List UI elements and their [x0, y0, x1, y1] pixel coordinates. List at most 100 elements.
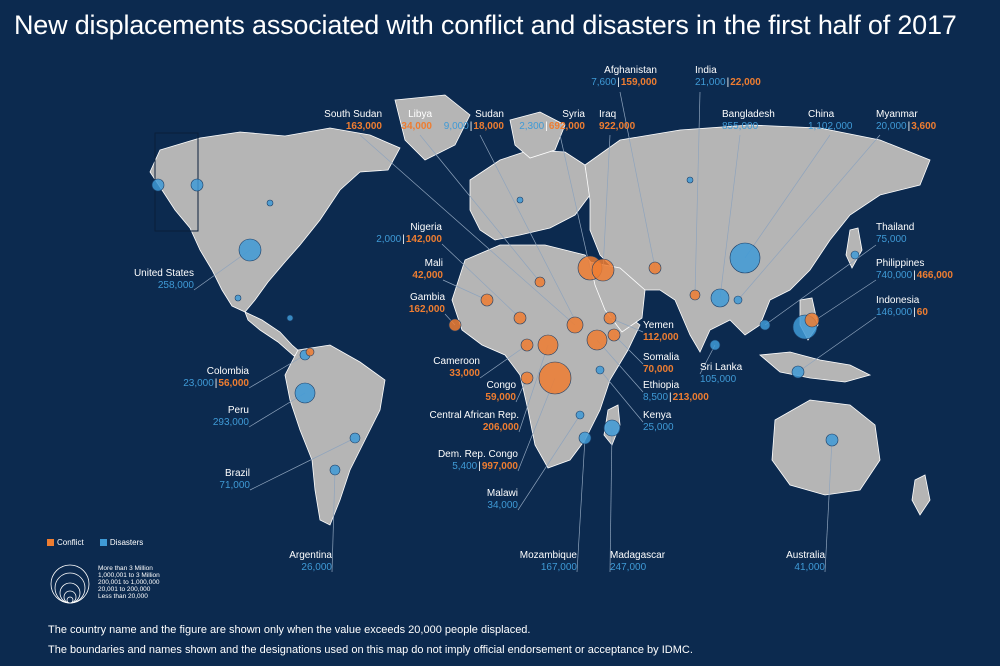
label-argentina: Argentina 26,000: [289, 550, 332, 573]
leader-china: [744, 134, 831, 259]
leader-mozambique: [576, 437, 586, 573]
indonesia-land: [759, 351, 872, 383]
leader-car: [518, 344, 549, 433]
leader-south-sudan: [359, 134, 576, 326]
size-key-2: 1,000,001 to 3 Million: [98, 572, 160, 579]
label-indonesia: Indonesia 146,000|60: [876, 295, 928, 318]
canada-bubble: [266, 199, 274, 207]
label-sudan: Sudan 9,000|18,000: [443, 109, 504, 132]
label-ethiopia: Ethiopia 8,500|213,000: [643, 380, 709, 403]
label-somalia: Somalia 70,000: [643, 352, 680, 375]
bubble-layer: [151, 176, 860, 476]
label-dem-rep-congo: Dem. Rep. Congo 5,400|997,000: [437, 449, 518, 472]
label-mali: Mali 42,000: [412, 258, 443, 281]
map-title: New displacements associated with confli…: [14, 10, 957, 40]
philippines-conflict-bubble: [804, 312, 820, 328]
size-key-1: More than 3 Million: [98, 565, 153, 572]
japan-land: [845, 227, 863, 269]
europe-bubble: [516, 196, 524, 204]
leader-kenya: [599, 369, 644, 423]
label-madagascar: Madagascar 247,000: [610, 550, 666, 573]
kenya-bubble: [595, 365, 605, 375]
iraq-bubble: [591, 258, 615, 282]
leader-bangladesh: [719, 134, 741, 299]
argentina-bubble: [329, 464, 341, 476]
label-syria: Syria 2,300|692,000: [519, 109, 585, 132]
leader-syria: [559, 134, 591, 269]
land-layer: [149, 94, 931, 526]
colombia-conflict-bubble: [305, 347, 315, 357]
leader-argentina: [331, 469, 336, 573]
leader-libya: [419, 134, 541, 283]
label-united-states: United States 258,000: [133, 268, 194, 291]
label-iraq: Iraq 922,000: [599, 109, 636, 132]
brazil-bubble: [349, 432, 361, 444]
leader-ethiopia: [596, 339, 644, 393]
myanmar-bubble: [733, 295, 743, 305]
drc-bubble: [538, 361, 572, 395]
label-malawi: Malawi 34,000: [486, 488, 518, 511]
congo-bubble: [520, 371, 534, 385]
greenland-land: [394, 94, 471, 161]
sri-lanka-bubble: [709, 339, 721, 351]
size-key-circles: [50, 564, 90, 604]
leader-brazil: [249, 437, 356, 491]
label-gambia: Gambia 162,000: [408, 292, 445, 315]
label-yemen: Yemen 112,000: [643, 320, 679, 343]
size-key-5: Less than 20,000: [98, 593, 148, 600]
thailand-bubble: [759, 319, 771, 331]
size-key-4: 20,001 to 200,000: [98, 586, 151, 593]
leader-india: [694, 91, 701, 296]
leader-australia: [824, 439, 833, 573]
size-key-3: 200,001 to 1,000,000: [98, 579, 160, 586]
label-australia: Australia 41,000: [786, 550, 825, 573]
label-china: China 1,102,000: [808, 109, 853, 132]
india-bubble: [689, 289, 701, 301]
leader-nigeria: [441, 243, 521, 319]
indonesia-bubble: [791, 365, 805, 379]
label-brazil: Brazil 71,000: [219, 468, 250, 491]
label-mozambique: Mozambique 167,000: [519, 550, 577, 573]
label-myanmar: Myanmar 20,000|3,600: [876, 109, 937, 132]
leader-peru: [248, 392, 306, 428]
north-america-land: [149, 127, 401, 313]
russia-bubble: [686, 176, 694, 184]
cameroon-bubble: [520, 338, 534, 352]
alaska-bubble-1: [151, 178, 165, 192]
legend-conflict-label: Conflict: [57, 538, 84, 547]
somalia-bubble: [607, 328, 621, 342]
new-zealand-land: [911, 474, 931, 516]
leader-somalia: [613, 334, 644, 365]
footnote-disclaimer: The boundaries and names shown and the d…: [48, 644, 693, 656]
south-america-land: [284, 344, 386, 526]
gambia-bubble: [448, 318, 462, 332]
leader-sudan: [479, 134, 576, 321]
leader-iraq: [602, 134, 611, 271]
legend-disasters: Disasters: [99, 538, 143, 547]
label-thailand: Thailand 75,000: [876, 222, 915, 245]
mozambique-bubble: [578, 431, 592, 445]
alaska-bubble-2: [190, 178, 204, 192]
bangladesh-bubble: [710, 288, 730, 308]
footnote-threshold: The country name and the figure are show…: [48, 624, 531, 636]
size-key: More than 3 Million 1,000,001 to 3 Milli…: [40, 560, 200, 605]
leader-mali: [442, 279, 488, 301]
label-afghanistan: Afghanistan 7,600|159,000: [591, 65, 657, 88]
nigeria-bubble: [513, 311, 527, 325]
leader-myanmar: [737, 134, 881, 301]
label-central-african-rep: Central African Rep. 206,000: [429, 410, 520, 433]
yemen-bubble: [603, 311, 617, 325]
leader-lines: [193, 91, 881, 573]
label-cameroon: Cameroon 33,000: [433, 356, 480, 379]
label-philippines: Philippines 740,000|466,000: [876, 258, 953, 281]
leader-afghanistan: [619, 91, 656, 269]
caribbean-bubble: [286, 314, 294, 322]
conflict-swatch: [47, 539, 54, 546]
label-bangladesh: Bangladesh 855,000: [722, 109, 775, 132]
madagascar-bubble: [603, 419, 621, 437]
car-bubble: [537, 334, 559, 356]
label-peru: Peru 293,000: [212, 405, 249, 428]
china-bubble: [729, 242, 761, 274]
